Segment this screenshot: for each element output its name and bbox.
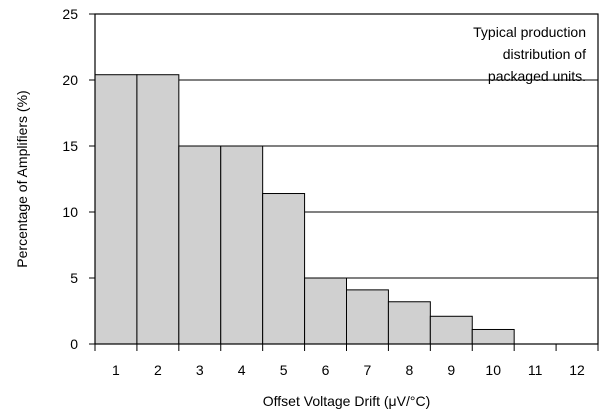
y-tick-label: 25: [62, 6, 78, 22]
x-tick-label: 4: [238, 362, 246, 378]
bar: [471, 328, 515, 345]
x-tick-label: 6: [322, 362, 330, 378]
annotation-line: Typical production: [473, 24, 586, 40]
x-tick-label: 9: [447, 362, 455, 378]
bar: [136, 74, 180, 345]
y-tick-label: 15: [62, 138, 78, 154]
bar: [94, 74, 138, 345]
x-tick-label: 7: [364, 362, 372, 378]
y-tick-label: 20: [62, 72, 78, 88]
bar: [387, 301, 431, 345]
x-tick-label: 10: [485, 362, 501, 378]
x-tick-label: 5: [280, 362, 288, 378]
bar: [262, 193, 306, 345]
y-axis: 0 5 10 15 20 25: [62, 6, 95, 352]
x-tick-label: 11: [528, 362, 543, 378]
bar: [220, 145, 264, 345]
annotation-line: packaged units.: [488, 68, 586, 84]
bar: [178, 145, 222, 345]
bar: [429, 315, 473, 345]
x-tick-label: 1: [112, 362, 120, 378]
bars: [94, 74, 515, 345]
y-axis-title: Percentage of Amplifiers (%): [14, 90, 30, 267]
annotation-line: distribution of: [503, 46, 586, 62]
bar: [304, 277, 348, 345]
x-tick-label: 12: [569, 362, 585, 378]
y-tick-label: 0: [70, 336, 78, 352]
annotation: Typical production distribution of package…: [473, 24, 586, 84]
y-tick-label: 5: [70, 270, 78, 286]
y-tick-label: 10: [62, 204, 78, 220]
x-tick-label: 3: [196, 362, 204, 378]
x-tick-label: 8: [405, 362, 413, 378]
x-tick-label: 2: [154, 362, 162, 378]
bar: [346, 289, 389, 345]
x-axis: 1 2 3 4 5 6 7 8 9 10 11 12: [94, 344, 599, 378]
x-axis-title: Offset Voltage Drift (μV/°C): [263, 393, 430, 409]
